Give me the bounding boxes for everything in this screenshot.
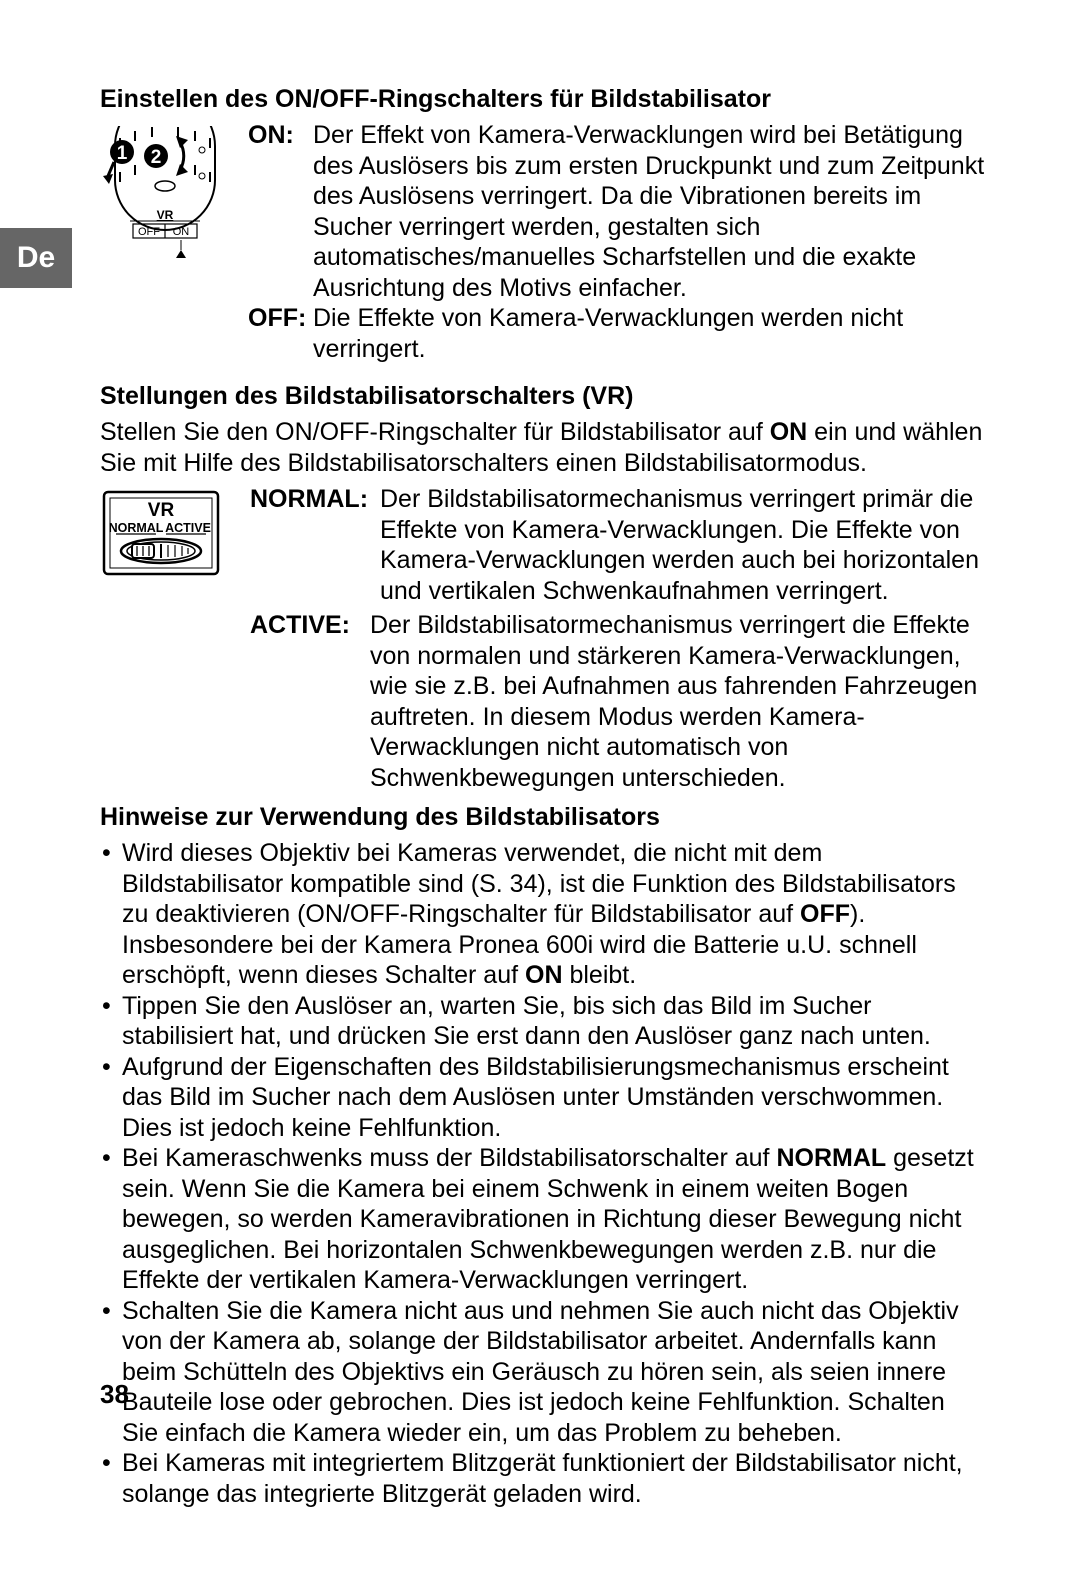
svg-text:VR: VR xyxy=(157,208,174,222)
language-tab: De xyxy=(0,228,72,288)
label-normal: NORMAL: xyxy=(250,484,380,606)
text-on: Der Effekt von Kamera-Verwacklungen wird… xyxy=(313,120,985,303)
svg-text:VR: VR xyxy=(148,500,175,521)
section2-intro: Stellen Sie den ON/OFF-Ringschalter für … xyxy=(100,417,985,478)
svg-text:NORMAL: NORMAL xyxy=(109,521,164,535)
svg-text:2: 2 xyxy=(151,147,162,168)
svg-text:1: 1 xyxy=(117,143,128,164)
figure-vr-ring: 1 2 VR OFF ON xyxy=(100,120,230,364)
label-on: ON: xyxy=(248,120,313,303)
note-item: Schalten Sie die Kamera nicht aus und ne… xyxy=(100,1296,985,1449)
note-item: Tippen Sie den Auslöser an, warten Sie, … xyxy=(100,991,985,1052)
label-off: OFF: xyxy=(248,303,313,364)
note-item: Wird dieses Objektiv bei Kameras verwend… xyxy=(100,838,985,991)
svg-text:ACTIVE: ACTIVE xyxy=(165,521,211,535)
text-normal: Der Bildstabilisatormechanismus verringe… xyxy=(380,484,985,606)
text-active: Der Bildstabilisatormechanismus verringe… xyxy=(370,610,985,793)
section1-heading: Einstellen des ON/OFF-Ringschalters für … xyxy=(100,85,985,114)
note-item: Bei Kameras mit integriertem Blitzgerät … xyxy=(100,1448,985,1509)
svg-text:OFF: OFF xyxy=(138,226,160,238)
section3-heading: Hinweise zur Verwendung des Bildstabilis… xyxy=(100,803,985,832)
svg-text:ON: ON xyxy=(173,226,190,238)
page-number: 38 xyxy=(100,1379,129,1410)
section2-heading: Stellungen des Bildstabilisatorschalters… xyxy=(100,382,985,411)
label-active: ACTIVE: xyxy=(250,610,370,793)
note-item: Bei Kameraschwenks muss der Bildstabilis… xyxy=(100,1143,985,1296)
figure-vr-switch: VR NORMAL ACTIVE xyxy=(100,484,222,606)
notes-list: Wird dieses Objektiv bei Kameras verwend… xyxy=(100,838,985,1509)
note-item: Aufgrund der Eigenschaften des Bildstabi… xyxy=(100,1052,985,1144)
text-off: Die Effekte von Kamera-Verwacklungen wer… xyxy=(313,303,985,364)
